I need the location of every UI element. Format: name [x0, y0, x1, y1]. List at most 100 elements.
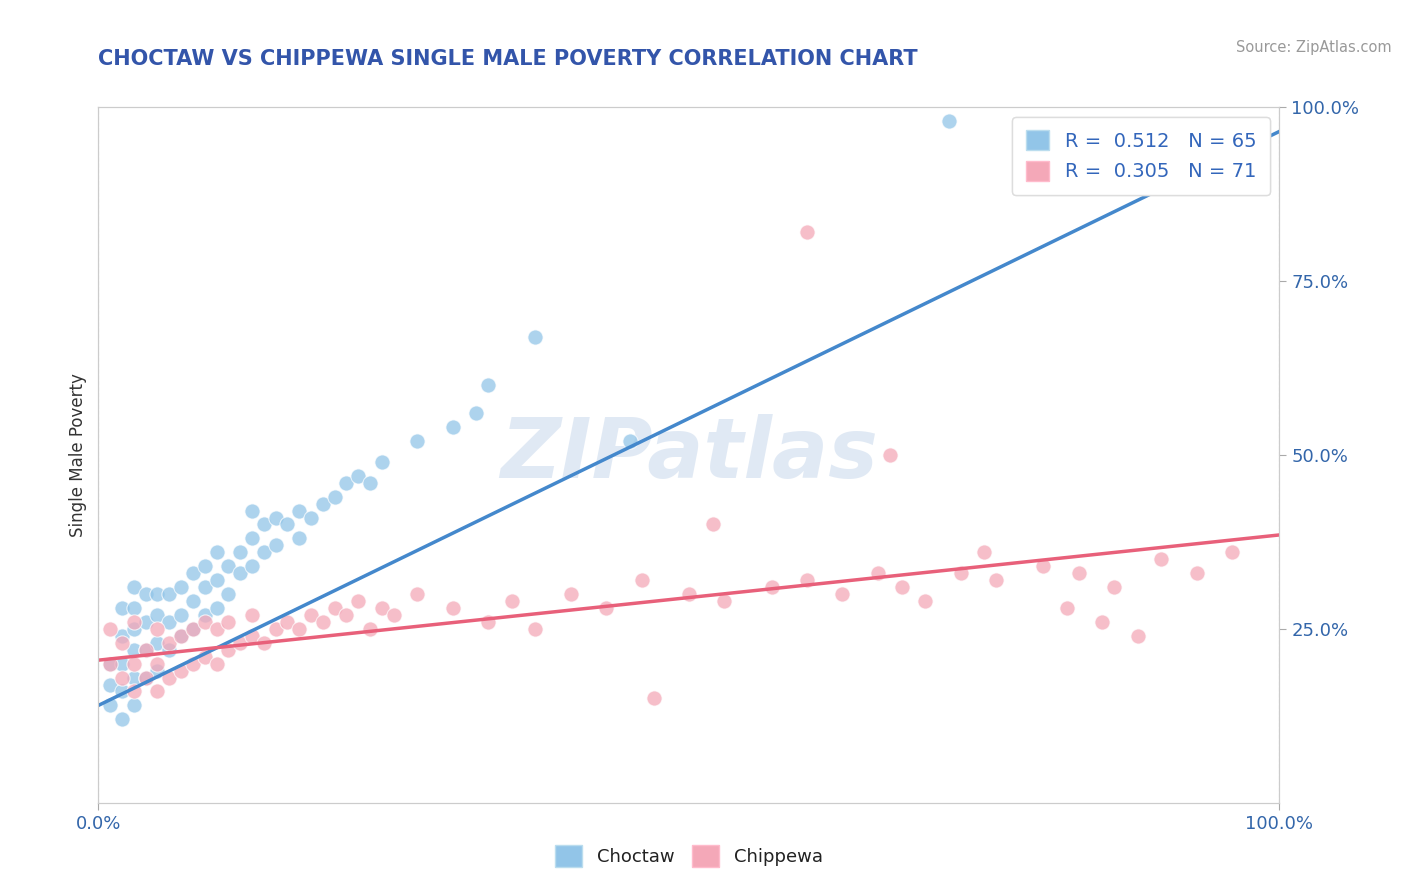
- Point: [949, 566, 972, 581]
- Point: [1056, 601, 1078, 615]
- Point: [713, 594, 735, 608]
- Point: [146, 607, 169, 622]
- Point: [135, 671, 157, 685]
- Point: [240, 629, 263, 643]
- Point: [382, 607, 405, 622]
- Point: [122, 615, 145, 629]
- Point: [146, 664, 169, 678]
- Point: [157, 671, 180, 685]
- Point: [1091, 615, 1114, 629]
- Point: [205, 601, 228, 615]
- Point: [122, 657, 145, 671]
- Point: [359, 475, 381, 490]
- Point: [323, 490, 346, 504]
- Point: [205, 545, 228, 559]
- Point: [146, 657, 169, 671]
- Text: ZIPatlas: ZIPatlas: [501, 415, 877, 495]
- Point: [1220, 545, 1243, 559]
- Point: [181, 657, 204, 671]
- Point: [359, 622, 381, 636]
- Point: [1102, 580, 1125, 594]
- Point: [157, 615, 180, 629]
- Point: [217, 642, 239, 657]
- Point: [1126, 629, 1149, 643]
- Point: [984, 573, 1007, 587]
- Point: [122, 698, 145, 713]
- Point: [111, 636, 134, 650]
- Point: [441, 601, 464, 615]
- Point: [630, 573, 652, 587]
- Point: [111, 712, 134, 726]
- Point: [253, 636, 276, 650]
- Point: [253, 545, 276, 559]
- Point: [98, 698, 121, 713]
- Point: [194, 580, 217, 594]
- Point: [264, 622, 287, 636]
- Point: [170, 629, 193, 643]
- Point: [595, 601, 617, 615]
- Point: [194, 615, 217, 629]
- Point: [1185, 566, 1208, 581]
- Text: CHOCTAW VS CHIPPEWA SINGLE MALE POVERTY CORRELATION CHART: CHOCTAW VS CHIPPEWA SINGLE MALE POVERTY …: [98, 49, 918, 69]
- Point: [299, 607, 322, 622]
- Point: [702, 517, 724, 532]
- Point: [347, 468, 370, 483]
- Point: [146, 636, 169, 650]
- Y-axis label: Single Male Poverty: Single Male Poverty: [69, 373, 87, 537]
- Point: [217, 587, 239, 601]
- Point: [122, 671, 145, 685]
- Point: [122, 684, 145, 698]
- Point: [170, 580, 193, 594]
- Point: [796, 573, 818, 587]
- Point: [264, 538, 287, 552]
- Point: [205, 657, 228, 671]
- Text: Source: ZipAtlas.com: Source: ZipAtlas.com: [1236, 40, 1392, 55]
- Point: [229, 545, 252, 559]
- Point: [1150, 552, 1173, 566]
- Point: [643, 691, 665, 706]
- Point: [98, 657, 121, 671]
- Point: [135, 642, 157, 657]
- Point: [890, 580, 912, 594]
- Point: [135, 615, 157, 629]
- Point: [135, 587, 157, 601]
- Point: [146, 622, 169, 636]
- Point: [170, 664, 193, 678]
- Point: [761, 580, 783, 594]
- Point: [312, 615, 335, 629]
- Point: [217, 559, 239, 574]
- Point: [98, 677, 121, 691]
- Point: [146, 587, 169, 601]
- Point: [371, 455, 394, 469]
- Point: [122, 580, 145, 594]
- Point: [170, 607, 193, 622]
- Point: [276, 615, 298, 629]
- Point: [288, 622, 311, 636]
- Point: [465, 406, 488, 420]
- Legend: R =  0.512   N = 65, R =  0.305   N = 71: R = 0.512 N = 65, R = 0.305 N = 71: [1012, 117, 1270, 194]
- Point: [181, 594, 204, 608]
- Point: [973, 545, 995, 559]
- Point: [501, 594, 523, 608]
- Point: [181, 622, 204, 636]
- Point: [240, 532, 263, 546]
- Point: [111, 684, 134, 698]
- Point: [866, 566, 889, 581]
- Point: [312, 497, 335, 511]
- Point: [240, 503, 263, 517]
- Point: [240, 559, 263, 574]
- Point: [619, 434, 641, 448]
- Point: [135, 642, 157, 657]
- Point: [406, 587, 429, 601]
- Point: [299, 510, 322, 524]
- Point: [678, 587, 700, 601]
- Point: [122, 601, 145, 615]
- Point: [205, 573, 228, 587]
- Point: [122, 622, 145, 636]
- Point: [524, 329, 547, 343]
- Point: [831, 587, 853, 601]
- Point: [229, 566, 252, 581]
- Point: [335, 607, 357, 622]
- Point: [194, 607, 217, 622]
- Point: [98, 622, 121, 636]
